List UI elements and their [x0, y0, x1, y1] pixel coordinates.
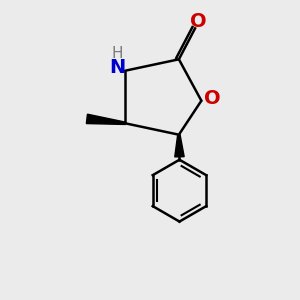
Text: N: N	[109, 58, 125, 77]
Text: H: H	[112, 46, 123, 61]
Polygon shape	[86, 114, 125, 124]
Polygon shape	[175, 135, 184, 157]
Text: O: O	[204, 89, 221, 108]
Text: O: O	[190, 12, 206, 32]
